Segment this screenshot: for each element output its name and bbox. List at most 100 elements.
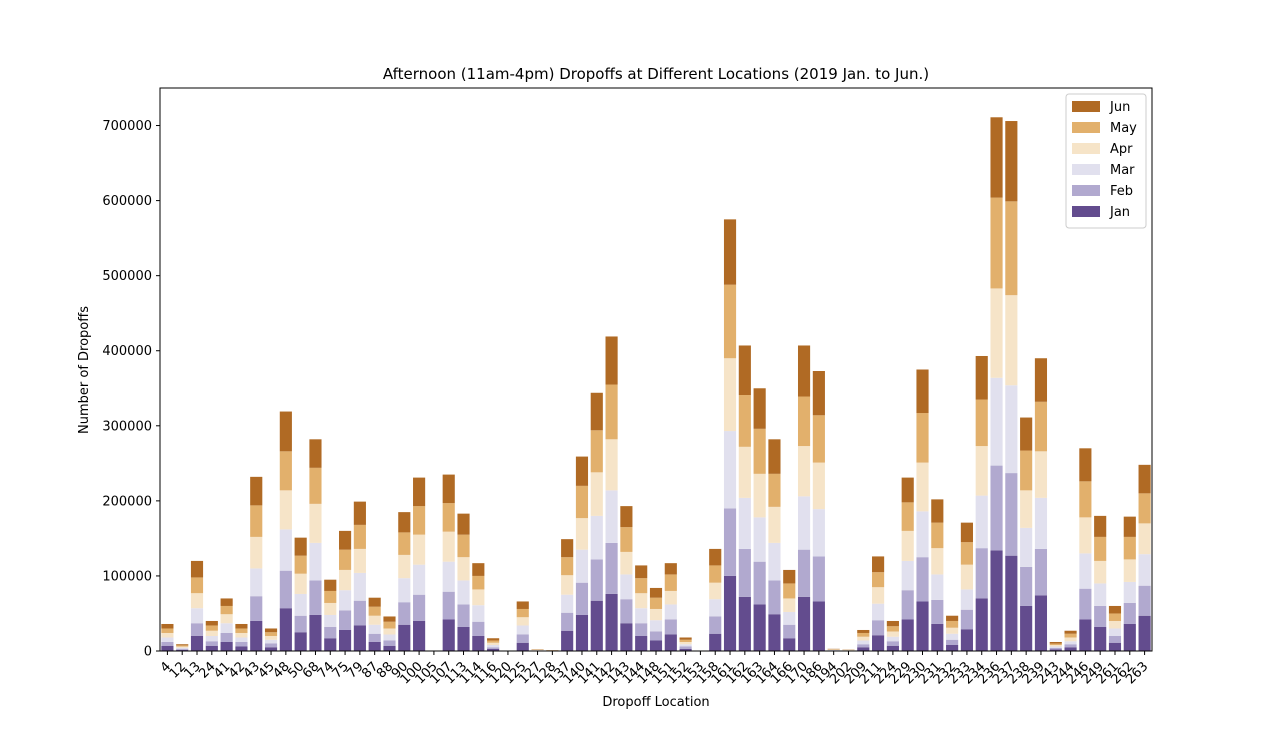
bar-segment-may-224 bbox=[886, 626, 899, 632]
bar-segment-apr-48 bbox=[279, 490, 292, 530]
bar-segment-jan-113 bbox=[457, 626, 470, 651]
bar-segment-jun-137 bbox=[561, 539, 574, 558]
bar-segment-mar-231 bbox=[931, 574, 944, 600]
bar-segment-feb-262 bbox=[1123, 602, 1136, 624]
bar-segment-feb-107 bbox=[442, 591, 455, 620]
bar-segment-mar-13 bbox=[190, 608, 204, 624]
bar-segment-jun-116 bbox=[487, 638, 500, 641]
bar-segment-jun-209 bbox=[857, 629, 870, 633]
bar-segment-jun-261 bbox=[1108, 605, 1122, 614]
bar-segment-mar-237 bbox=[1005, 385, 1018, 474]
bar-segment-apr-142 bbox=[605, 439, 618, 491]
bar-segment-apr-116 bbox=[487, 642, 500, 645]
bar-segment-mar-229 bbox=[901, 560, 914, 591]
bar-segment-may-231 bbox=[931, 522, 944, 549]
bar-segment-may-114 bbox=[472, 575, 485, 590]
bar-segment-feb-224 bbox=[886, 641, 899, 646]
bar-segment-jun-100 bbox=[413, 477, 426, 507]
bar-segment-apr-166 bbox=[783, 598, 796, 612]
bar-segment-mar-261 bbox=[1108, 628, 1122, 636]
bar-segment-feb-164 bbox=[768, 580, 781, 615]
bar-segment-feb-41 bbox=[220, 632, 233, 642]
bar-segment-may-13 bbox=[190, 577, 204, 594]
bar-segment-jun-231 bbox=[931, 499, 944, 523]
bar-segment-feb-88 bbox=[383, 640, 396, 646]
bar-segment-may-232 bbox=[946, 620, 959, 628]
bar-segment-feb-137 bbox=[561, 612, 574, 631]
bar-segment-mar-107 bbox=[442, 561, 455, 592]
bar-segment-feb-166 bbox=[783, 624, 796, 639]
bar-segment-feb-230 bbox=[916, 557, 929, 602]
bar-segment-feb-79 bbox=[353, 600, 366, 626]
bar-segment-apr-224 bbox=[886, 631, 899, 637]
bar-segment-jan-230 bbox=[916, 601, 929, 651]
y-tick-label: 600000 bbox=[102, 194, 152, 209]
bar-segment-mar-140 bbox=[575, 549, 589, 583]
y-tick-label: 400000 bbox=[102, 344, 152, 359]
bar-segment-apr-140 bbox=[575, 518, 589, 550]
y-tick-label: 300000 bbox=[102, 419, 152, 434]
bar-segment-apr-246 bbox=[1079, 517, 1092, 554]
bar-segment-apr-137 bbox=[561, 575, 574, 595]
bar-segment-jan-151 bbox=[664, 634, 677, 651]
bar-segment-feb-170 bbox=[797, 549, 811, 597]
bar-segment-may-43 bbox=[250, 505, 263, 537]
bar-segment-may-244 bbox=[1064, 633, 1077, 638]
bar-segment-may-75 bbox=[339, 549, 352, 570]
bar-segment-mar-148 bbox=[649, 620, 663, 632]
bar-segment-may-116 bbox=[487, 640, 500, 643]
bar-segment-jan-143 bbox=[620, 623, 633, 651]
bar-segment-jun-152 bbox=[679, 637, 692, 640]
bar-segment-feb-74 bbox=[324, 626, 337, 639]
bar-segment-feb-116 bbox=[487, 647, 500, 649]
bar-segment-jan-125 bbox=[516, 642, 529, 651]
bar-segment-jun-4 bbox=[161, 623, 174, 629]
bar-segment-may-234 bbox=[975, 399, 988, 447]
bar-segment-feb-141 bbox=[590, 559, 603, 601]
bar-segment-jan-244 bbox=[1064, 647, 1077, 651]
bar-segment-may-237 bbox=[1005, 201, 1018, 296]
legend-swatch-jan bbox=[1072, 206, 1100, 217]
bar-segment-feb-48 bbox=[279, 570, 292, 609]
bar-segment-apr-12 bbox=[176, 646, 189, 648]
bar-segment-mar-4 bbox=[161, 637, 174, 642]
bar-segment-feb-68 bbox=[309, 580, 322, 615]
bar-segment-jan-224 bbox=[886, 645, 899, 651]
bar-segment-mar-151 bbox=[664, 604, 677, 620]
bar-segment-jan-24 bbox=[205, 645, 218, 651]
bar-segment-feb-142 bbox=[605, 542, 618, 594]
bar-segment-apr-232 bbox=[946, 627, 959, 634]
bar-segment-jun-41 bbox=[220, 598, 233, 606]
bar-segment-apr-125 bbox=[516, 617, 529, 626]
bar-segment-jan-211 bbox=[872, 635, 885, 651]
bar-segment-jan-107 bbox=[442, 619, 455, 651]
bar-segment-may-151 bbox=[664, 574, 677, 591]
bar-segment-jan-43 bbox=[250, 620, 263, 651]
bar-segment-feb-90 bbox=[398, 602, 411, 625]
bar-segment-jun-163 bbox=[753, 388, 766, 429]
bar-segment-mar-224 bbox=[886, 636, 899, 642]
bar-segment-apr-43 bbox=[250, 536, 263, 569]
legend-label-mar: Mar bbox=[1110, 163, 1135, 178]
bar-segment-feb-211 bbox=[872, 620, 885, 636]
bar-segment-mar-100 bbox=[413, 564, 426, 595]
bar-segment-jan-116 bbox=[487, 648, 500, 651]
bar-segment-feb-244 bbox=[1064, 644, 1077, 648]
bar-segment-jan-142 bbox=[605, 593, 618, 651]
bar-segment-may-238 bbox=[1020, 450, 1033, 491]
bar-segment-jan-12 bbox=[176, 649, 189, 651]
bar-segment-mar-24 bbox=[205, 635, 218, 642]
bar-segment-may-87 bbox=[368, 606, 381, 616]
bar-segment-feb-237 bbox=[1005, 473, 1018, 556]
bar-segment-may-137 bbox=[561, 557, 574, 576]
legend-label-jan: Jan bbox=[1109, 205, 1130, 220]
bar-segment-jan-114 bbox=[472, 635, 485, 651]
bar-segment-mar-12 bbox=[176, 647, 189, 649]
bar-segment-jan-45 bbox=[264, 647, 278, 651]
bar-segment-feb-114 bbox=[472, 621, 485, 636]
bar-segment-jan-158 bbox=[709, 633, 722, 651]
bar-segment-jun-224 bbox=[886, 620, 899, 627]
bar-segment-jun-50 bbox=[294, 537, 307, 556]
bar-segment-jun-237 bbox=[1005, 121, 1018, 202]
bar-segment-apr-170 bbox=[797, 446, 811, 497]
